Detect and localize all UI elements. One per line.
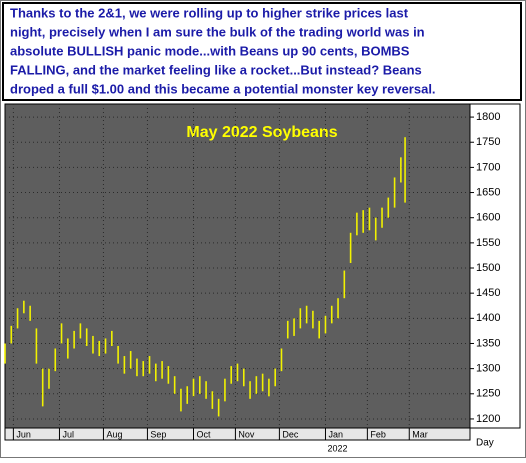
x-tick-label: Sep xyxy=(150,429,166,439)
x-axis-area xyxy=(4,427,471,441)
x-tick-label: Aug xyxy=(106,429,122,439)
year-label: 2022 xyxy=(327,443,347,453)
annotation-box xyxy=(2,2,522,101)
y-tick-label: 1200 xyxy=(476,413,500,425)
x-tick-label: Jul xyxy=(62,429,74,439)
annotation-line: FALLING, and the market feeling like a r… xyxy=(10,62,422,77)
y-tick-label: 1350 xyxy=(476,337,500,349)
chart-title: May 2022 Soybeans xyxy=(186,124,337,141)
x-tick-label: Jan xyxy=(328,429,343,439)
annotation-line: absolute BULLISH panic mode...with Beans… xyxy=(10,43,410,58)
y-tick-label: 1500 xyxy=(476,262,500,274)
y-tick-label: 1600 xyxy=(476,212,500,224)
x-tick-label: Dec xyxy=(282,429,299,439)
x-tick-label: Nov xyxy=(238,429,255,439)
y-tick-label: 1450 xyxy=(476,287,500,299)
y-tick-label: 1650 xyxy=(476,186,500,198)
y-axis-area xyxy=(469,103,521,429)
y-tick-label: 1700 xyxy=(476,161,500,173)
x-tick-label: Mar xyxy=(412,429,428,439)
y-tick-label: 1250 xyxy=(476,388,500,400)
y-tick-label: 1750 xyxy=(476,136,500,148)
annotation-line: droped a full $1.00 and this became a po… xyxy=(10,81,436,96)
y-tick-label: 1800 xyxy=(476,111,500,123)
y-tick-label: 1300 xyxy=(476,363,500,375)
x-tick-label: Feb xyxy=(370,429,386,439)
x-tick-label: Jun xyxy=(16,429,31,439)
plot-area xyxy=(4,103,471,429)
annotation-line: Thanks to the 2&1, we were rolling up to… xyxy=(10,5,409,20)
y-tick-label: 1550 xyxy=(476,237,500,249)
y-tick-label: 1400 xyxy=(476,312,500,324)
x-axis-label: Day xyxy=(476,438,494,449)
annotation-line: night, precisely when I am sure the bulk… xyxy=(10,24,425,39)
x-tick-label: Oct xyxy=(197,429,212,439)
